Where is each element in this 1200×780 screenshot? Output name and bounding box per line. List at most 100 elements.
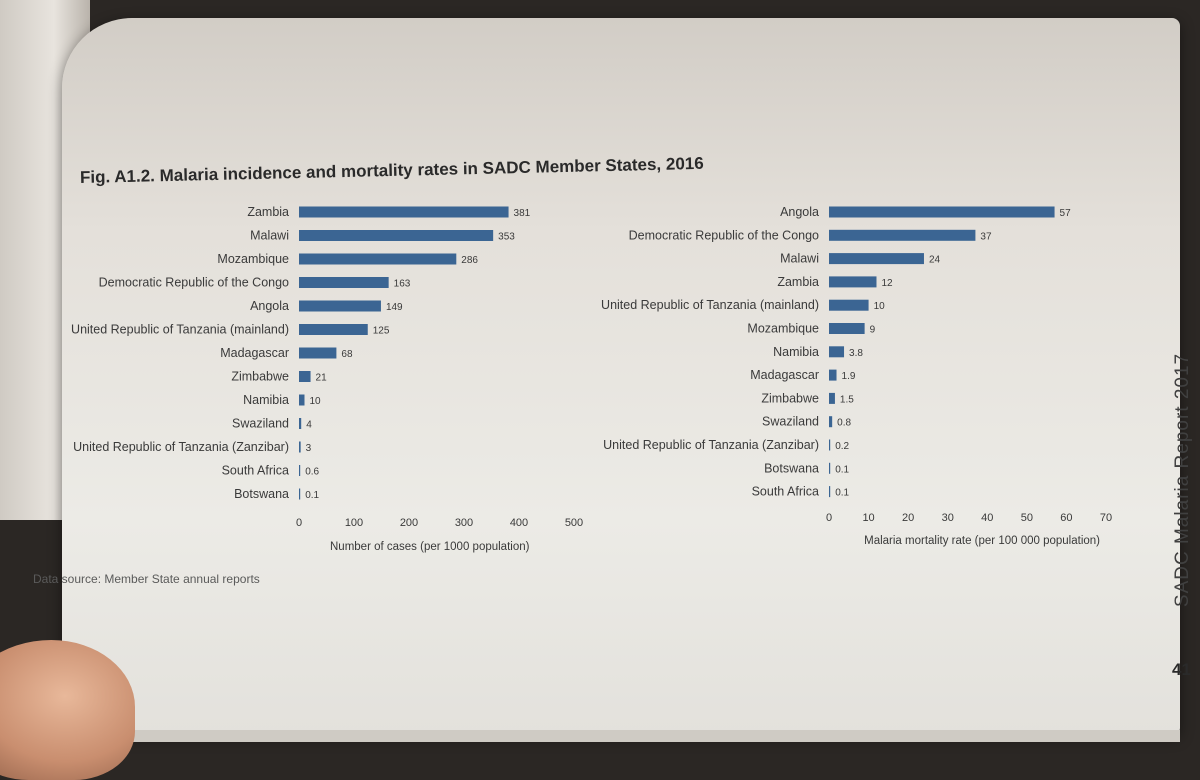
report-page (62, 18, 1180, 734)
bar (829, 416, 833, 428)
x-tick-label: 100 (345, 517, 363, 529)
data-label: 10 (874, 301, 886, 312)
category-label: Botswana (764, 461, 819, 475)
bar (299, 418, 302, 429)
bar (829, 439, 831, 451)
data-label: 0.8 (837, 418, 851, 429)
x-tick-label: 400 (510, 517, 528, 529)
bar (829, 299, 869, 311)
bar (299, 206, 509, 218)
data-label: 4 (306, 420, 312, 431)
data-label: 3.8 (849, 348, 863, 359)
category-label: Mozambique (747, 322, 819, 336)
data-label: 0.1 (305, 490, 319, 501)
running-title: SADC Malaria Report 2017 (1172, 352, 1193, 608)
category-label: Madagascar (220, 346, 289, 360)
data-label: 353 (498, 232, 515, 243)
category-label: United Republic of Tanzania (mainland) (601, 298, 819, 312)
x-axis-label: Malaria mortality rate (per 100 000 popu… (864, 535, 1100, 547)
category-label: South Africa (752, 485, 819, 499)
category-label: Democratic Republic of the Congo (99, 276, 289, 290)
x-tick-label: 40 (981, 512, 993, 524)
data-label: 0.1 (835, 488, 849, 499)
bar (829, 253, 924, 265)
category-label: United Republic of Tanzania (Zanzibar) (73, 440, 289, 454)
bar (829, 369, 837, 381)
page-number: 41 (1172, 660, 1191, 679)
data-label: 3 (306, 443, 312, 454)
data-label: 286 (461, 255, 478, 266)
category-label: Namibia (773, 345, 819, 359)
bar (829, 462, 831, 474)
figure-charts: Zambia 381 Malawi 353 Mozambique 286 Democrati… (71, 205, 1112, 553)
bar (829, 229, 976, 241)
category-label: Swaziland (232, 417, 289, 431)
x-tick-label: 200 (400, 517, 418, 529)
data-label: 68 (341, 349, 353, 360)
data-label: 21 (316, 373, 328, 384)
data-label: 12 (881, 278, 893, 289)
data-label: 57 (1060, 208, 1072, 219)
bar (299, 441, 301, 453)
bar (829, 206, 1055, 218)
data-label: 24 (929, 255, 941, 266)
category-label: Zambia (777, 275, 819, 289)
category-label: Angola (250, 299, 289, 313)
bar (299, 230, 494, 241)
bar (829, 346, 845, 358)
bar (299, 465, 301, 476)
data-label: 10 (310, 396, 322, 407)
bar (299, 488, 301, 500)
bar (299, 371, 311, 382)
category-label: United Republic of Tanzania (Zanzibar) (603, 438, 819, 452)
x-axis-label: Number of cases (per 1000 population) (330, 541, 530, 553)
x-tick-label: 30 (942, 512, 954, 524)
category-label: Malawi (250, 229, 289, 243)
data-label: 1.9 (842, 371, 856, 382)
category-label: Democratic Republic of the Congo (629, 228, 819, 242)
category-label: Namibia (243, 393, 289, 407)
x-tick-label: 50 (1021, 512, 1033, 524)
data-label: 0.1 (835, 464, 849, 475)
bar (829, 392, 835, 404)
bar (299, 253, 457, 265)
category-label: United Republic of Tanzania (mainland) (71, 323, 289, 337)
x-tick-label: 70 (1100, 512, 1112, 524)
x-tick-label: 60 (1060, 512, 1072, 524)
category-label: Angola (780, 205, 819, 219)
data-source-note: Data source: Member State annual reports (33, 572, 260, 586)
x-tick-label: 0 (826, 512, 832, 524)
bar (829, 323, 865, 334)
data-label: 149 (386, 302, 403, 313)
category-label: Zambia (247, 205, 289, 219)
category-label: Swaziland (762, 415, 819, 429)
category-label: Mozambique (217, 252, 289, 266)
data-label: 0.2 (835, 441, 849, 452)
x-tick-label: 20 (902, 512, 914, 524)
category-label: South Africa (222, 464, 289, 478)
category-label: Zimbabwe (231, 370, 289, 384)
category-label: Malawi (780, 252, 819, 266)
bar (829, 486, 831, 498)
bar (299, 277, 389, 288)
data-label: 0.6 (305, 467, 319, 478)
x-tick-label: 10 (862, 512, 874, 524)
thumb (0, 640, 135, 780)
bar (299, 300, 381, 312)
bar (829, 276, 877, 288)
category-label: Botswana (234, 487, 289, 501)
bar (299, 347, 337, 359)
data-label: 9 (870, 325, 876, 336)
data-label: 1.5 (840, 394, 854, 405)
bar (299, 394, 305, 406)
x-tick-label: 0 (296, 517, 302, 529)
x-tick-label: 300 (455, 517, 473, 529)
x-tick-label: 500 (565, 517, 583, 529)
category-label: Zimbabwe (761, 391, 819, 405)
data-label: 37 (980, 231, 992, 242)
bar (299, 324, 368, 335)
data-label: 125 (373, 326, 390, 337)
data-label: 163 (394, 279, 411, 290)
page-stack-edge (80, 730, 1180, 742)
category-label: Madagascar (750, 368, 819, 382)
